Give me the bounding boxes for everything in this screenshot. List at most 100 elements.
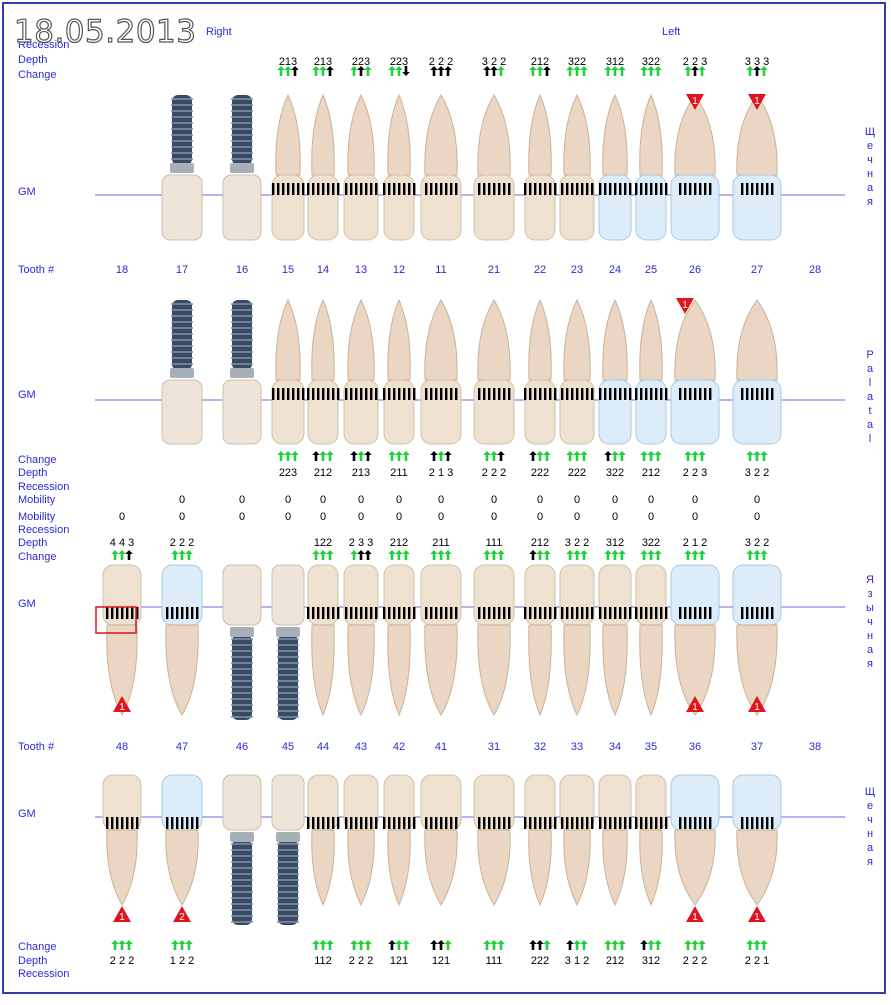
pocket-bar <box>624 388 627 400</box>
lower-lingual-values: 211 <box>432 537 450 549</box>
pocket-bar <box>746 817 749 829</box>
pocket-bar <box>508 607 511 619</box>
vertical-label-upper-palatal: a <box>867 391 874 403</box>
vertical-label-upper-palatal: t <box>868 405 871 417</box>
upper-buccal-values: 322 <box>642 56 660 68</box>
pocket-bar <box>455 607 458 619</box>
lower-buccal-values: 3 1 2 <box>565 955 589 967</box>
pocket-bar <box>413 817 416 829</box>
pocket-bar <box>425 388 428 400</box>
pocket-bar <box>645 607 648 619</box>
vertical-label-upper-buccal: н <box>867 168 873 180</box>
change-arrow <box>753 940 761 950</box>
pocket-bar <box>655 607 658 619</box>
pocket-bar <box>393 388 396 400</box>
pocket-bar <box>699 817 702 829</box>
change-arrow <box>430 66 438 76</box>
pocket-bar <box>549 388 552 400</box>
tooth-number: 45 <box>282 741 294 753</box>
tooth-46 <box>222 774 262 925</box>
pocket-bar <box>408 607 411 619</box>
change-arrow <box>684 940 692 950</box>
upper-mobility: 0 <box>239 494 245 506</box>
change-arrow <box>654 451 662 461</box>
label-depth: Depth <box>18 537 47 549</box>
furcation-grade: 1 <box>754 702 760 713</box>
pocket-bar <box>136 607 139 619</box>
pocket-bar <box>398 183 401 195</box>
pocket-bar <box>403 388 406 400</box>
pocket-bar <box>679 183 682 195</box>
pocket-bar <box>111 817 114 829</box>
pocket-bar <box>365 388 368 400</box>
label-recession: Recession <box>18 481 69 493</box>
change-arrow <box>111 550 119 560</box>
label-right: Right <box>206 26 232 38</box>
pocket-bar <box>355 388 358 400</box>
upper-mobility: 0 <box>285 494 291 506</box>
change-arrow <box>760 550 768 560</box>
pocket-bar <box>116 817 119 829</box>
lower-lingual-values: 212 <box>531 537 549 549</box>
tooth-13 <box>343 298 379 445</box>
pocket-bar <box>766 817 769 829</box>
tooth-12 <box>383 298 415 445</box>
change-arrow <box>746 451 754 461</box>
tooth-21 <box>473 94 515 241</box>
change-arrow <box>698 940 706 950</box>
pocket-bar <box>709 183 712 195</box>
pocket-bar <box>322 607 325 619</box>
pocket-bar <box>131 817 134 829</box>
change-arrow <box>647 66 655 76</box>
tooth-24 <box>598 298 632 445</box>
pocket-bar <box>121 817 124 829</box>
tooth-number: 34 <box>609 741 621 753</box>
pocket-bar <box>483 183 486 195</box>
pocket-bar <box>327 817 330 829</box>
lower-mobility: 0 <box>574 511 580 523</box>
tooth-23 <box>559 298 595 445</box>
upper-buccal-values: 3 3 3 <box>745 56 769 68</box>
change-arrow <box>350 940 358 950</box>
pocket-bar <box>684 183 687 195</box>
furcation-marker: 2 <box>173 906 191 923</box>
pocket-bar <box>529 183 532 195</box>
pocket-bar <box>684 817 687 829</box>
change-arrow <box>111 940 119 950</box>
tooth-45 <box>271 564 305 720</box>
change-arrow <box>497 550 505 560</box>
tooth-15 <box>271 298 305 445</box>
change-arrow <box>437 66 445 76</box>
tooth-42 <box>383 774 415 907</box>
pocket-bar <box>581 607 584 619</box>
upper-mobility: 0 <box>612 494 618 506</box>
change-arrow <box>357 550 365 560</box>
pocket-bar <box>355 607 358 619</box>
pocket-bar <box>488 388 491 400</box>
change-arrow <box>536 66 544 76</box>
pocket-bar <box>609 607 612 619</box>
upper-mobility: 0 <box>648 494 654 506</box>
tooth-number: 22 <box>534 264 546 276</box>
lower-buccal-values: 2 2 1 <box>745 955 769 967</box>
pocket-bar <box>355 183 358 195</box>
pocket-bar <box>619 607 622 619</box>
change-arrow <box>536 451 544 461</box>
tooth-35 <box>635 564 667 717</box>
change-arrow <box>291 66 299 76</box>
change-arrow <box>647 550 655 560</box>
pocket-bar <box>614 183 617 195</box>
lower-mobility: 0 <box>692 511 698 523</box>
lower-mobility: 0 <box>612 511 618 523</box>
pocket-bar <box>413 183 416 195</box>
upper-buccal-values: 2 2 2 <box>429 56 453 68</box>
pocket-bar <box>689 183 692 195</box>
change-arrow <box>490 940 498 950</box>
pocket-bar <box>751 388 754 400</box>
pocket-bar <box>272 183 275 195</box>
upper-palatal-values: 212 <box>314 467 332 479</box>
tooth-11 <box>420 299 462 445</box>
pocket-bar <box>136 817 139 829</box>
pocket-bar <box>771 388 774 400</box>
change-arrow <box>691 451 699 461</box>
